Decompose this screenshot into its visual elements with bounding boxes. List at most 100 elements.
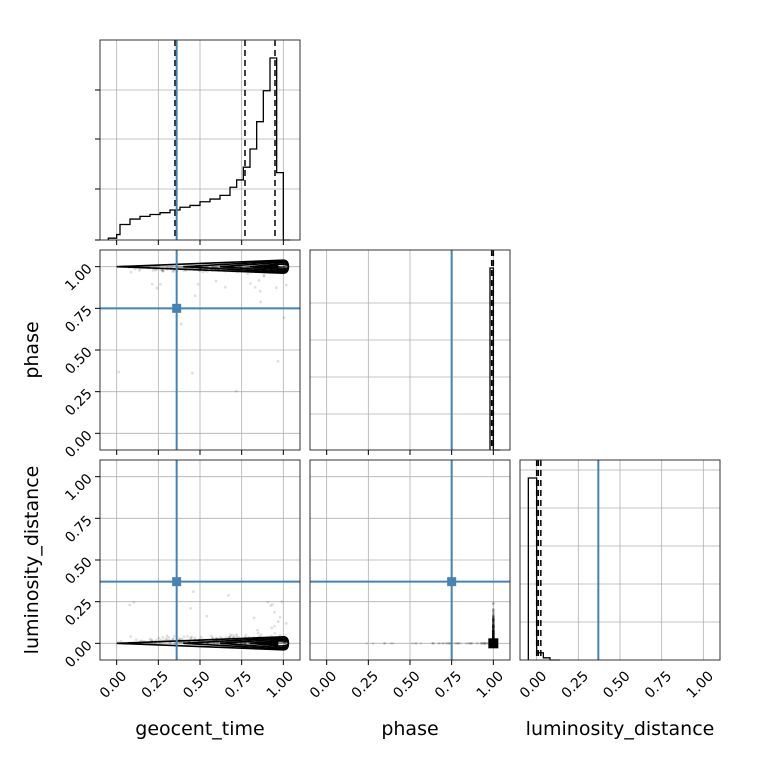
sample-point xyxy=(391,642,395,645)
x-axis-label: phase xyxy=(381,718,438,740)
sample-point xyxy=(492,612,495,616)
sample-point xyxy=(249,282,252,285)
y-tick-label: 0.50 xyxy=(62,344,95,377)
sample-point xyxy=(492,634,495,638)
sample-point xyxy=(457,642,460,645)
sample-point xyxy=(482,642,486,645)
sample-point xyxy=(283,265,287,269)
sample-point xyxy=(492,629,495,633)
sample-point xyxy=(159,638,163,642)
y-tick-label: 0.50 xyxy=(62,554,95,587)
sample-point xyxy=(172,270,176,273)
y-axis-label: luminosity_distance xyxy=(21,466,43,655)
grid xyxy=(100,40,300,240)
sample-point xyxy=(282,265,285,269)
sample-point xyxy=(459,642,462,645)
sample-point xyxy=(280,641,284,645)
sample-point xyxy=(179,265,183,269)
scatter-phase-vs-luminosity-distance xyxy=(309,459,511,665)
sample-point xyxy=(492,628,495,632)
sample-point xyxy=(492,634,495,638)
sample-point xyxy=(492,625,495,629)
scatter-geocent-time-vs-phase xyxy=(95,249,301,455)
sample-point xyxy=(492,635,495,638)
sample-point xyxy=(492,625,495,629)
sample-point xyxy=(431,642,434,645)
sample-point xyxy=(160,268,164,272)
sample-point xyxy=(492,628,495,632)
sample-point xyxy=(280,266,283,269)
sample-point xyxy=(269,604,273,608)
sample-point xyxy=(229,635,232,638)
sample-point xyxy=(492,629,495,633)
sample-point xyxy=(438,642,441,645)
sample-point xyxy=(389,642,393,645)
sample-point xyxy=(492,622,495,626)
x-tick-label: 1.00 xyxy=(684,668,717,701)
sample-point xyxy=(178,637,181,641)
sample-point xyxy=(455,642,458,645)
sample-point xyxy=(492,612,495,615)
sample-point xyxy=(492,629,495,633)
sample-point xyxy=(486,642,489,645)
x-tick-label: 0.00 xyxy=(517,668,550,701)
sample-point xyxy=(457,642,460,645)
sample-point xyxy=(150,638,153,642)
sample-point xyxy=(243,641,247,645)
sample-point xyxy=(171,270,175,273)
sample-point xyxy=(180,265,184,269)
sample-point xyxy=(171,637,175,641)
sample-point xyxy=(279,266,283,269)
sample-point xyxy=(481,642,484,645)
sample-point xyxy=(270,626,274,630)
sample-point xyxy=(431,642,435,645)
sample-point xyxy=(284,621,288,625)
sample-point xyxy=(492,617,495,621)
sample-point xyxy=(492,621,495,625)
sample-point xyxy=(257,278,261,282)
sample-point xyxy=(492,631,495,634)
sample-point xyxy=(186,634,189,638)
sample-point xyxy=(280,265,284,269)
sample-point xyxy=(492,634,495,638)
sample-point xyxy=(170,265,174,269)
sample-point xyxy=(492,629,495,633)
sample-point xyxy=(281,266,284,269)
sample-point xyxy=(492,623,495,627)
sample-point xyxy=(492,616,495,620)
sample-point xyxy=(492,627,495,630)
y-tick-label: 0.00 xyxy=(62,638,95,671)
sample-point xyxy=(492,633,495,637)
hist-step xyxy=(107,57,290,241)
sample-point xyxy=(132,600,136,604)
sample-point xyxy=(492,632,495,636)
sample-point xyxy=(492,622,495,626)
samples xyxy=(117,590,288,645)
sample-point xyxy=(492,633,495,637)
sample-point xyxy=(278,265,282,269)
sample-point xyxy=(492,625,495,628)
sample-point xyxy=(492,620,495,623)
x-tick-label: 0.25 xyxy=(559,668,592,701)
sample-point xyxy=(447,642,451,645)
sample-point xyxy=(492,619,495,623)
sample-point xyxy=(492,630,495,633)
sample-point xyxy=(157,636,161,640)
sample-point xyxy=(255,628,259,632)
sample-point xyxy=(492,625,495,628)
contour-core xyxy=(258,263,279,270)
sample-point xyxy=(190,635,194,639)
sample-point xyxy=(246,272,250,276)
sample-point xyxy=(492,624,495,628)
sample-point xyxy=(492,618,495,622)
sample-point xyxy=(492,625,495,628)
sample-point xyxy=(280,600,284,603)
sample-point xyxy=(492,618,495,622)
x-tick-label: 0.75 xyxy=(222,668,255,701)
sample-point xyxy=(193,294,197,298)
sample-point xyxy=(492,635,495,638)
axis-labels: geocent_time phase luminosity_distancephas… xyxy=(21,321,714,740)
sample-point xyxy=(151,269,155,272)
sample-point xyxy=(468,642,471,645)
x-tick-label: 1.00 xyxy=(264,668,297,701)
